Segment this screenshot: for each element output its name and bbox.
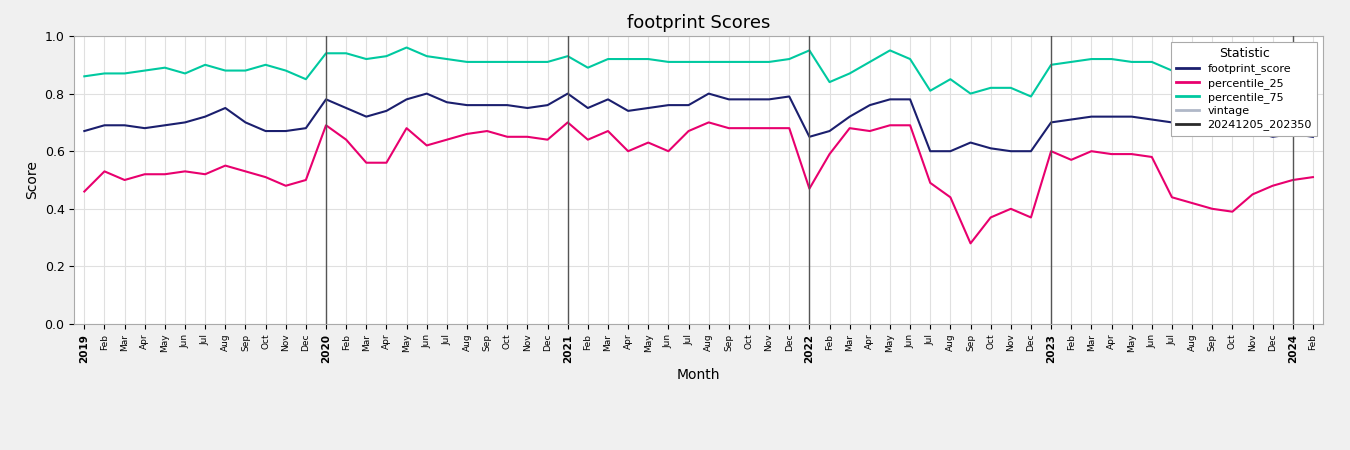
percentile_25 [317, 122, 333, 128]
percentile_25 [963, 241, 979, 246]
Line: vintage: vintage [1293, 131, 1314, 137]
percentile_25 [1184, 200, 1200, 206]
footprint_score [1184, 126, 1200, 131]
percentile_25 [177, 169, 193, 174]
percentile_75 [317, 50, 333, 56]
percentile_75 [1184, 71, 1200, 76]
Legend: footprint_score, percentile_25, percentile_75, vintage, 20241205_202350: footprint_score, percentile_25, percenti… [1170, 41, 1318, 136]
footprint_score [177, 120, 193, 125]
Y-axis label: Score: Score [24, 161, 39, 199]
percentile_25 [701, 120, 717, 125]
footprint_score [701, 91, 717, 96]
percentile_25 [398, 126, 414, 131]
footprint_score [922, 148, 938, 154]
percentile_25 [76, 189, 92, 194]
footprint_score [317, 97, 333, 102]
percentile_75 [1305, 76, 1322, 82]
X-axis label: Month: Month [676, 369, 721, 382]
Line: percentile_75: percentile_75 [84, 48, 1314, 96]
footprint_score [841, 114, 857, 119]
percentile_25 [841, 126, 857, 131]
Title: footprint Scores: footprint Scores [626, 14, 771, 32]
percentile_75 [177, 71, 193, 76]
percentile_75 [841, 71, 857, 76]
footprint_score [418, 91, 435, 96]
percentile_25 [1305, 175, 1322, 180]
Line: percentile_25: percentile_25 [84, 122, 1314, 243]
percentile_75 [418, 54, 435, 59]
footprint_score [398, 97, 414, 102]
footprint_score [1305, 134, 1322, 140]
percentile_75 [398, 45, 414, 50]
vintage [1305, 134, 1322, 140]
percentile_75 [76, 74, 92, 79]
percentile_25 [560, 120, 576, 125]
Line: footprint_score: footprint_score [84, 94, 1314, 151]
footprint_score [76, 128, 92, 134]
percentile_75 [701, 59, 717, 65]
vintage [1285, 128, 1301, 134]
percentile_75 [1023, 94, 1040, 99]
